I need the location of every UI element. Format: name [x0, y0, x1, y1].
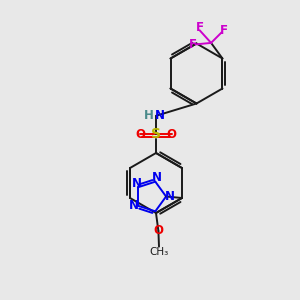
Text: F: F [196, 21, 204, 34]
Text: O: O [135, 128, 146, 141]
Text: F: F [189, 38, 197, 51]
Text: N: N [129, 199, 139, 212]
Text: N: N [165, 190, 175, 203]
Text: O: O [167, 128, 177, 141]
Text: CH₃: CH₃ [149, 247, 169, 257]
Text: N: N [154, 109, 165, 122]
Text: S: S [151, 128, 161, 141]
Text: H: H [144, 109, 153, 122]
Text: F: F [220, 24, 228, 38]
Text: N: N [152, 171, 161, 184]
Text: N: N [132, 177, 142, 190]
Text: O: O [153, 224, 164, 238]
